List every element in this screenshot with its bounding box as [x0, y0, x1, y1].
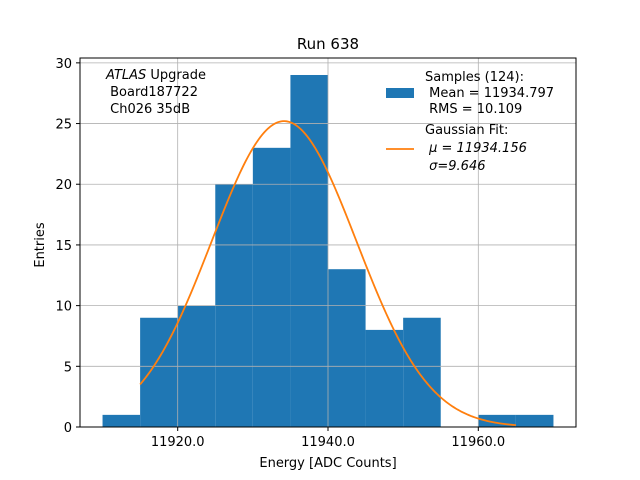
annotation-line-1: ATLAS Upgrade — [105, 68, 206, 83]
y-tick-label: 15 — [55, 239, 72, 254]
histogram-bar — [328, 269, 366, 427]
annotation-line-3: Ch026 35dB — [106, 102, 190, 117]
y-tick-label: 20 — [55, 178, 72, 193]
y-tick-label: 30 — [55, 57, 72, 72]
x-tick-label: 11960.0 — [451, 435, 505, 450]
y-axis-label: Entries — [33, 222, 48, 268]
histogram-bar — [252, 147, 291, 427]
histogram-bar — [403, 317, 441, 427]
y-axis-ticks: 0 5 10 15 20 25 30 — [55, 57, 80, 436]
legend-fit-line-3: σ=9.646 — [425, 159, 485, 174]
legend-samples-swatch — [386, 88, 414, 98]
annotation-atlas: ATLAS — [105, 68, 146, 83]
x-tick-label: 11920.0 — [151, 435, 205, 450]
histogram-bar — [102, 414, 141, 427]
gaussian-fit — [139, 120, 516, 427]
histogram-bar — [365, 329, 404, 427]
legend: Samples (124): Mean = 11934.797 RMS = 10… — [386, 70, 554, 174]
legend-fit-line-1: Gaussian Fit: — [425, 123, 508, 138]
gaussian-fit-curve — [139, 120, 516, 427]
legend-samples-line-3: RMS = 10.109 — [425, 102, 522, 117]
annotation-line-2: Board187722 — [106, 85, 198, 100]
legend-samples-line-2: Mean = 11934.797 — [425, 86, 554, 101]
chart-title: Run 638 — [297, 35, 359, 53]
y-tick-label: 10 — [55, 300, 72, 315]
annotation-upgrade: Upgrade — [146, 68, 206, 83]
histogram-bar — [290, 74, 328, 428]
x-tick-label: 11940.0 — [301, 435, 355, 450]
x-axis-ticks: 11920.0 11940.0 11960.0 — [151, 427, 505, 450]
legend-fit-line-2: μ = 11934.156 — [425, 141, 527, 156]
x-axis-label: Energy [ADC Counts] — [259, 456, 396, 471]
histogram-bar — [515, 414, 554, 427]
y-tick-label: 0 — [64, 421, 72, 436]
y-tick-label: 25 — [55, 118, 72, 133]
y-tick-label: 5 — [64, 360, 72, 375]
legend-samples-line-1: Samples (124): — [425, 70, 524, 85]
plot-annotation: ATLAS Upgrade Board187722 Ch026 35dB — [105, 68, 206, 117]
grid-lines — [80, 58, 576, 428]
